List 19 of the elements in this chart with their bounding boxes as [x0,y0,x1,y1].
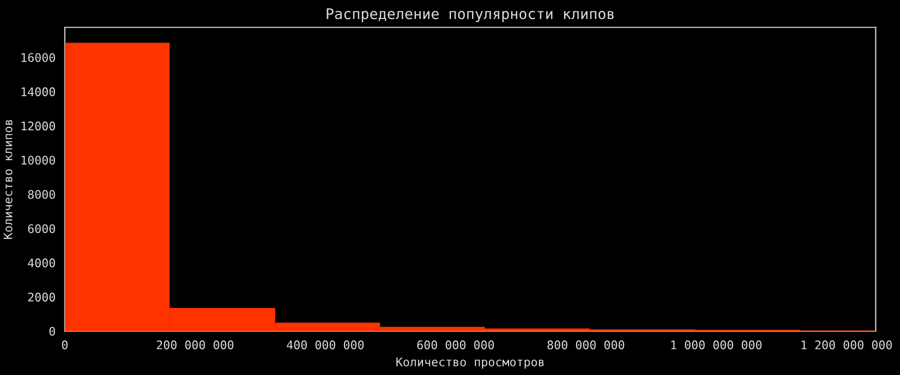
y-tick-label: 14000 [22,87,56,96]
y-tick-label: 0 [49,326,56,336]
chart-title: Распределение популярности клипов [326,8,614,22]
y-tick-label: 6000 [28,224,56,234]
y-tick-label: 12000 [22,122,56,130]
x-tick-label: 600 000 000 [417,340,494,350]
x-tick-label: 0 [62,340,68,350]
x-tick-label: 400 000 000 [286,340,364,350]
x-axis-title: Количество просмотров [396,358,544,369]
x-tick-label: 1 000 000 000 [671,340,762,350]
y-tick-label: 16000 [22,53,56,62]
y-tick-label: 2000 [28,292,56,302]
y-tick-label: 4000 [28,258,56,268]
y-axis-title: Количество клипов [4,120,12,239]
x-tick-label: 800 000 000 [548,340,624,350]
x-tick-label: 1 200 000 000 [802,340,892,350]
y-tick-label: 8000 [28,190,56,199]
y-tick-label: 10000 [22,156,56,165]
x-tick-label: 200 000 000 [156,340,234,350]
